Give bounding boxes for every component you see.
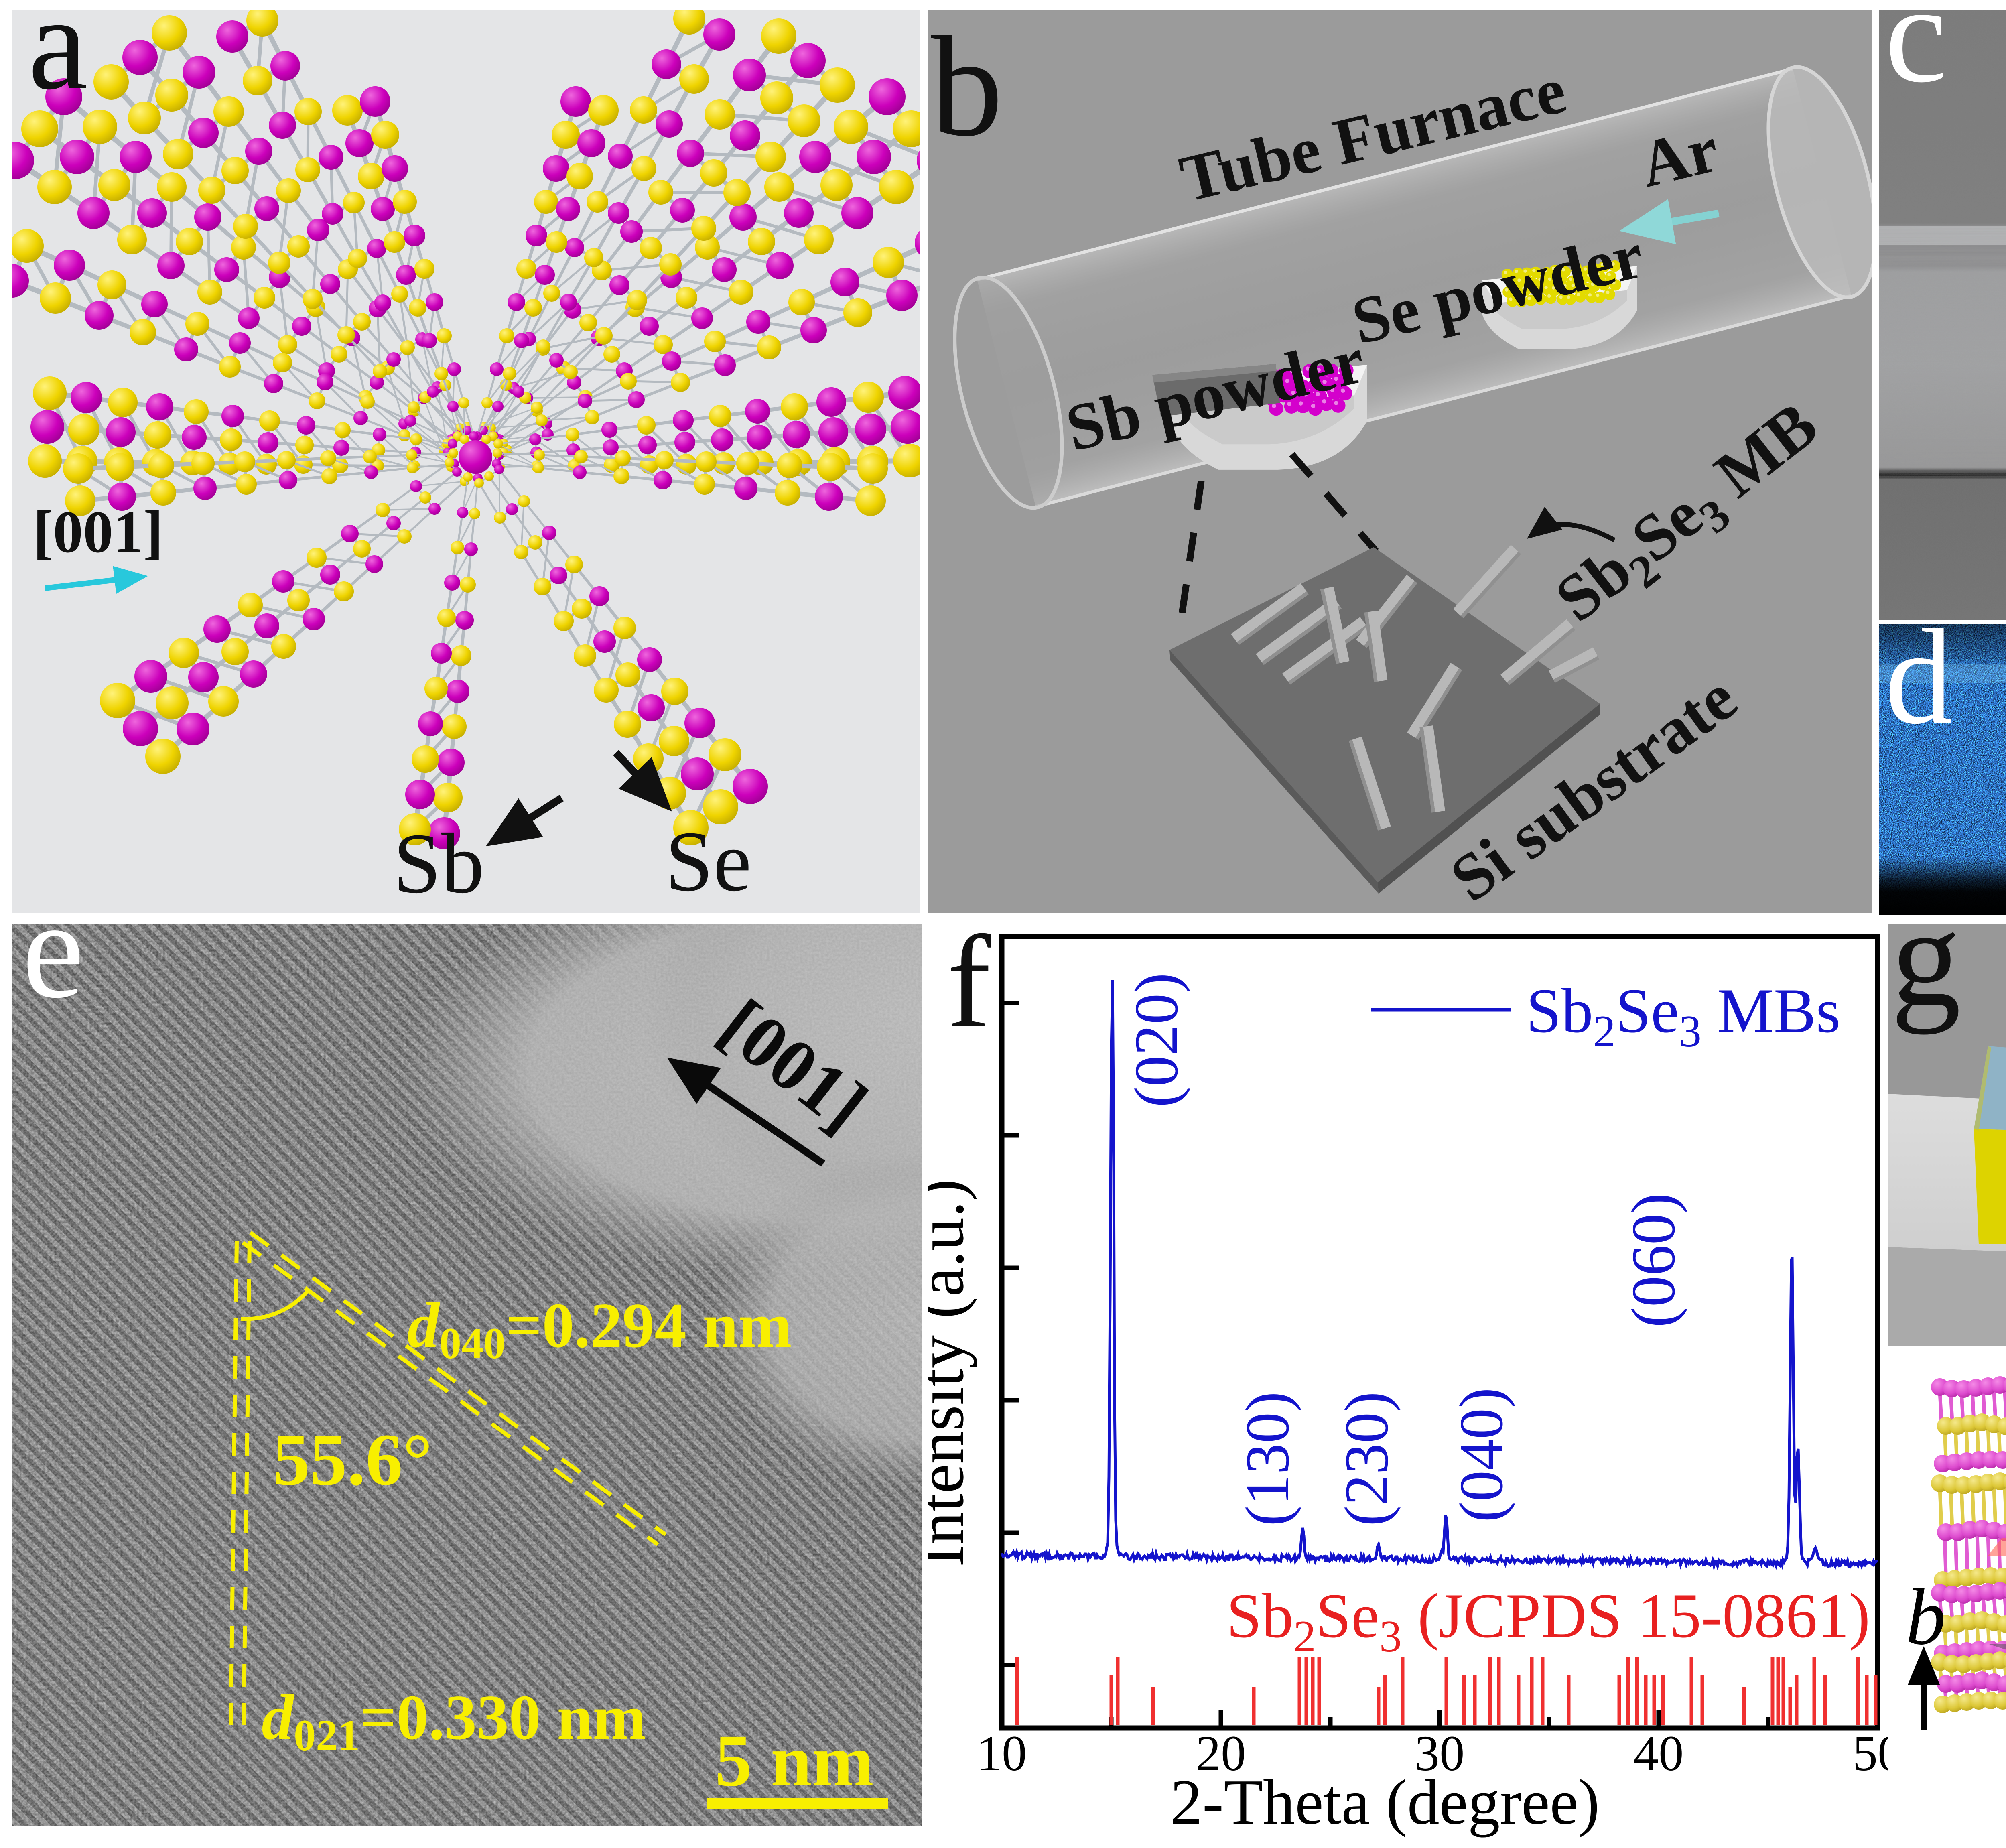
svg-text:Sb: Sb xyxy=(393,815,484,911)
svg-text:Se: Se xyxy=(665,813,751,909)
svg-text:5 nm: 5 nm xyxy=(715,1720,874,1802)
svg-text:[001]: [001] xyxy=(33,499,163,565)
svg-text:f: f xyxy=(947,924,992,1055)
svg-text:Sb2Se3 (JCPDS 15-0861): Sb2Se3 (JCPDS 15-0861) xyxy=(1226,1581,1870,1661)
svg-text:d021=0.330 nm: d021=0.330 nm xyxy=(262,1681,646,1760)
svg-text:Intensity (a.u.): Intensity (a.u.) xyxy=(928,1179,977,1567)
svg-text:(040): (040) xyxy=(1447,1387,1516,1522)
svg-text:55.6°: 55.6° xyxy=(273,1419,432,1501)
svg-text:b: b xyxy=(1906,1573,1946,1661)
svg-text:30: 30 xyxy=(1415,1726,1465,1781)
svg-text:(230): (230) xyxy=(1332,1391,1401,1526)
svg-text:d: d xyxy=(1885,624,1953,752)
svg-text:10: 10 xyxy=(977,1726,1027,1781)
svg-text:Ar: Ar xyxy=(1633,112,1725,201)
svg-text:e: e xyxy=(22,924,84,1027)
svg-text:(020): (020) xyxy=(1122,973,1191,1107)
svg-text:2-Theta (degree): 2-Theta (degree) xyxy=(1170,1766,1600,1838)
svg-text:40: 40 xyxy=(1634,1726,1684,1781)
svg-text:(060): (060) xyxy=(1619,1193,1688,1328)
svg-text:a: a xyxy=(28,10,88,118)
svg-text:50: 50 xyxy=(1853,1726,1888,1781)
svg-text:c: c xyxy=(1885,10,1947,112)
svg-text:g: g xyxy=(1891,924,1961,1035)
svg-text:d040=0.294 nm: d040=0.294 nm xyxy=(407,1290,792,1368)
svg-text:(130): (130) xyxy=(1233,1391,1302,1526)
svg-text:b: b xyxy=(931,10,1003,166)
svg-text:20: 20 xyxy=(1196,1726,1246,1781)
